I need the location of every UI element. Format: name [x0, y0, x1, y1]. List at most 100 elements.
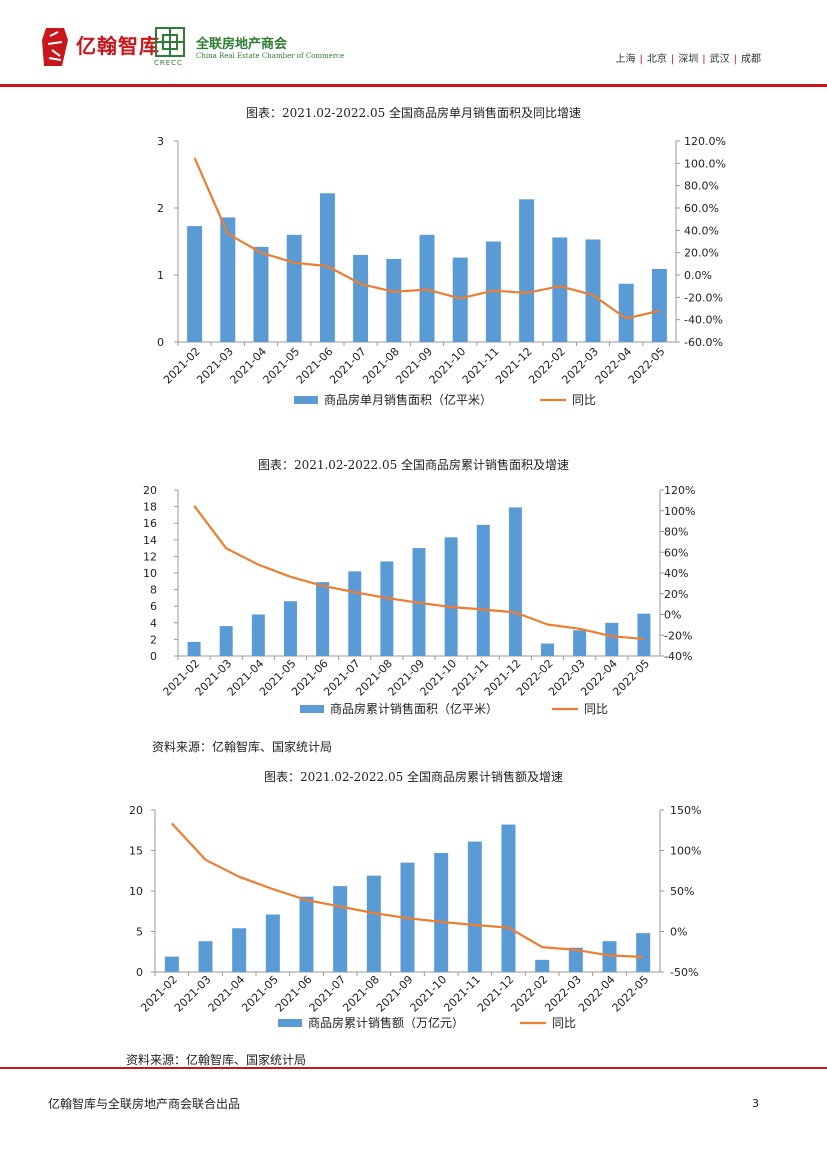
bar: [519, 199, 535, 342]
bar: [637, 613, 651, 656]
bar: [253, 246, 269, 342]
bar: [651, 268, 667, 342]
bar: [198, 941, 213, 972]
right-tick-label: 20.0%: [684, 247, 719, 260]
left-tick-label: 16: [143, 517, 157, 530]
left-tick-label: 20: [143, 484, 157, 497]
right-tick-label: -50%: [670, 966, 698, 979]
bar: [232, 928, 247, 972]
right-tick-label: 0%: [664, 609, 681, 622]
left-tick-label: 10: [143, 567, 157, 580]
bar: [380, 561, 394, 656]
bar: [618, 283, 634, 342]
city: 成都: [741, 54, 761, 65]
left-tick-label: 15: [129, 845, 143, 858]
left-tick-label: 20: [129, 804, 143, 817]
bar: [187, 641, 201, 656]
legend-bar-label: 商品房单月销售面积（亿平米）: [324, 392, 492, 407]
brand-name: 亿翰智库: [76, 34, 160, 58]
right-tick-label: 120%: [664, 484, 695, 497]
right-tick-label: -60.0%: [684, 336, 723, 349]
bar: [585, 239, 601, 342]
legend-bar-label: 商品房累计销售面积（亿平米）: [330, 701, 498, 716]
bar: [568, 947, 583, 972]
bar: [444, 537, 458, 656]
chart-1-title: 图表：2021.02-2022.05 全国商品房单月销售面积及同比增速: [245, 106, 582, 120]
bar: [319, 193, 335, 342]
bar: [265, 914, 280, 972]
bar: [535, 959, 550, 972]
left-tick-label: 14: [143, 534, 157, 547]
right-tick-label: 100%: [664, 505, 695, 518]
bar: [452, 257, 468, 342]
right-tick-label: 60%: [664, 546, 688, 559]
legend-bar-label: 商品房累计销售额（万亿元）: [308, 1015, 464, 1030]
crecc-logo-icon: [155, 27, 185, 57]
bar: [366, 875, 381, 972]
city: 上海: [615, 54, 636, 65]
bar: [508, 507, 522, 656]
header-divider: [0, 84, 827, 87]
bar: [283, 601, 297, 656]
right-tick-label: -40%: [664, 650, 692, 663]
right-tick-label: 120.0%: [684, 135, 726, 148]
left-tick-label: 8: [150, 584, 157, 597]
yihan-logo-icon: [42, 28, 68, 66]
left-tick-label: 2: [157, 202, 164, 215]
right-tick-label: 40.0%: [684, 224, 719, 237]
bar: [602, 941, 617, 972]
chart-2-title: 图表：2021.02-2022.05 全国商品房累计销售面积及增速: [257, 458, 570, 472]
left-tick-label: 5: [136, 926, 143, 939]
right-tick-label: 100%: [670, 845, 701, 858]
right-tick-label: -20.0%: [684, 291, 723, 304]
bar: [419, 234, 435, 342]
legend-line-label: 同比: [572, 393, 596, 407]
right-tick-label: 150%: [670, 804, 701, 817]
x-tick-label: 2022-05: [610, 973, 652, 1015]
city: 武汉: [709, 54, 730, 65]
bar: [636, 933, 651, 972]
right-tick-label: 40%: [664, 567, 688, 580]
city: 深圳: [678, 54, 699, 65]
chart-2-source: 资料来源：亿翰智库、国家统计局: [152, 740, 333, 754]
left-tick-label: 6: [150, 600, 157, 613]
right-tick-label: 100.0%: [684, 157, 726, 170]
right-tick-label: 20%: [664, 588, 688, 601]
partner-name-en: China Real Estate Chamber of Commerce: [196, 52, 345, 60]
bar: [187, 226, 203, 342]
footer-credit: 亿翰智库与全联房地产商会联合出品: [48, 1097, 241, 1111]
bar: [386, 258, 402, 342]
bar: [220, 217, 236, 342]
bar: [251, 614, 265, 656]
city: 北京: [646, 54, 667, 65]
legend-bar-swatch: [294, 396, 318, 404]
bar: [573, 630, 587, 656]
page-header: 亿翰智库 CRECC 全联房地产商会 China Real Estate Cha…: [0, 0, 827, 90]
left-tick-label: 0: [150, 650, 157, 663]
right-tick-label: 0%: [670, 926, 687, 939]
bar: [552, 237, 568, 342]
left-tick-label: 1: [157, 269, 164, 282]
bar: [353, 254, 369, 342]
right-tick-label: 60.0%: [684, 202, 719, 215]
legend-line-label: 同比: [584, 702, 608, 716]
office-cities: 上海 | 北京 | 深圳 | 武汉 | 成都: [615, 54, 762, 65]
bar: [219, 626, 233, 656]
right-tick-label: 50%: [670, 885, 694, 898]
left-tick-label: 12: [143, 550, 157, 563]
legend-bar-swatch: [278, 1019, 302, 1027]
right-tick-label: -20%: [664, 629, 692, 642]
crecc-abbreviation: CRECC: [154, 59, 183, 67]
left-tick-label: 4: [150, 617, 157, 630]
bar: [434, 852, 449, 972]
bar: [541, 643, 555, 656]
right-tick-label: 0.0%: [684, 269, 712, 282]
page-number: 3: [752, 1097, 759, 1110]
bar: [605, 622, 619, 656]
bar: [333, 886, 348, 972]
partner-name-cn: 全联房地产商会: [196, 37, 288, 52]
bar: [501, 824, 516, 972]
bar: [316, 582, 330, 656]
